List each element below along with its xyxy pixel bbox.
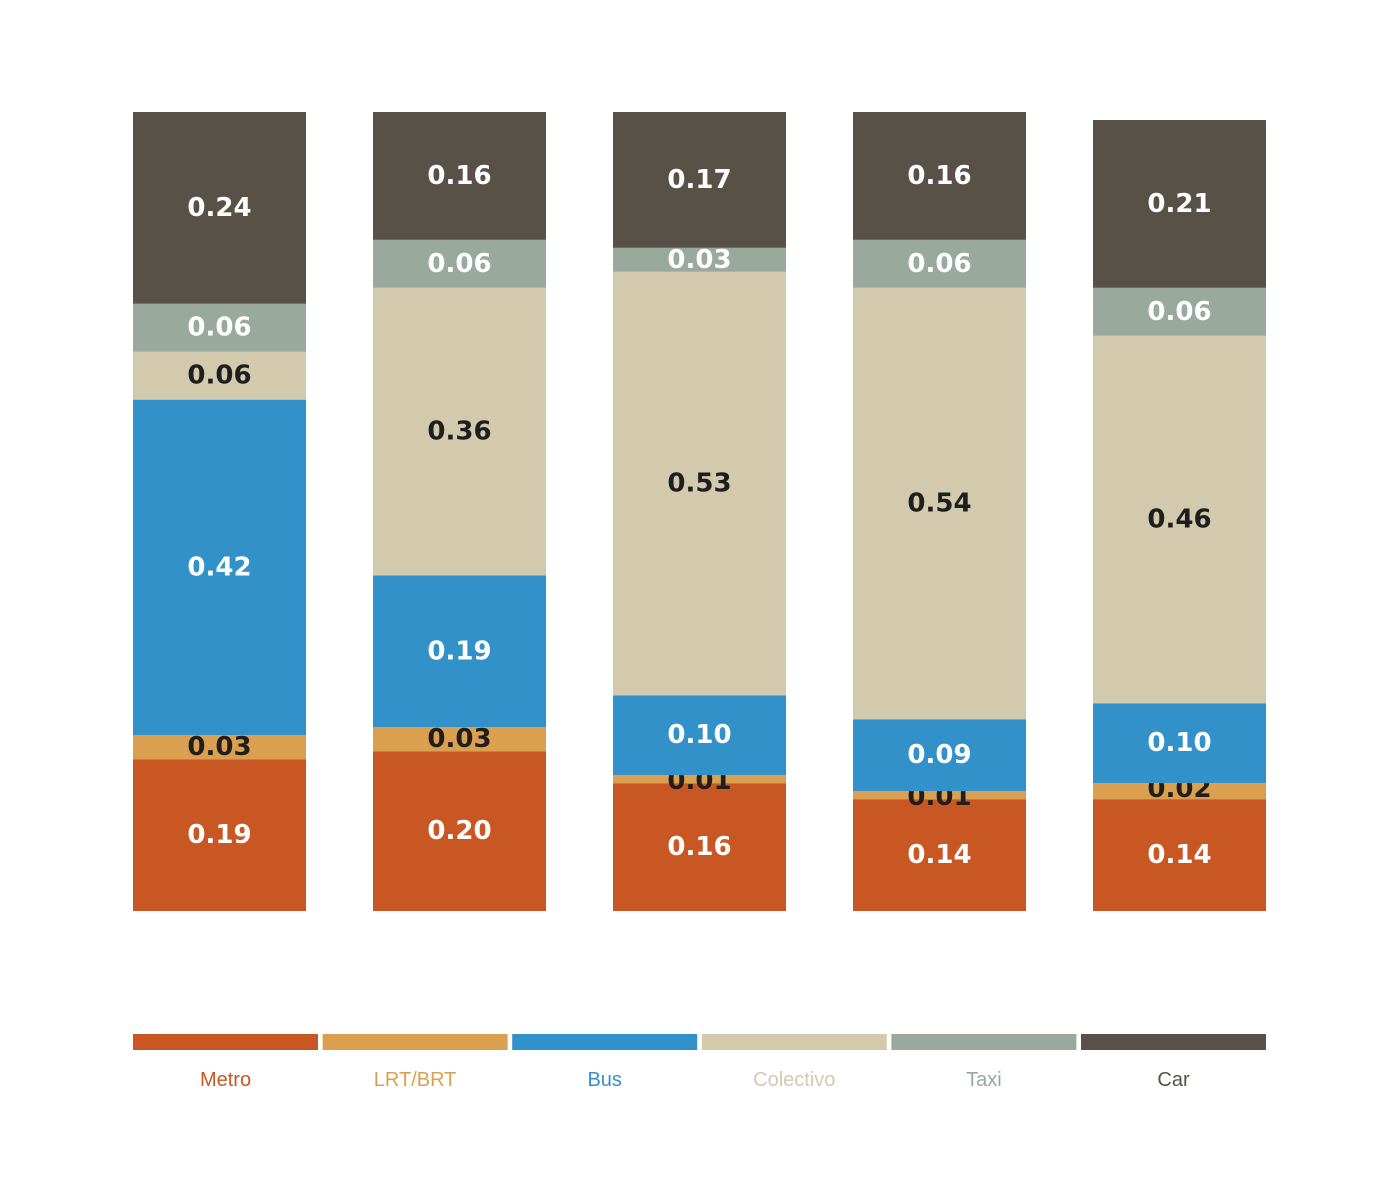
data-label: 0.16 bbox=[427, 161, 491, 191]
bar-stack-3: 0.160.010.100.530.030.17 bbox=[613, 112, 786, 911]
legend-label: Bus bbox=[587, 1069, 621, 1091]
bar-segment-metro bbox=[613, 783, 786, 911]
bar-segment-colectivo bbox=[613, 271, 786, 696]
bar-segment-taxi bbox=[373, 239, 546, 288]
data-label: 0.20 bbox=[427, 816, 491, 846]
legend-item-bus: Bus bbox=[512, 1034, 698, 1091]
legend-swatch bbox=[322, 1034, 508, 1050]
legend-item-taxi: Taxi bbox=[891, 1034, 1077, 1091]
bar-segment-bus bbox=[1093, 703, 1266, 784]
data-label: 0.09 bbox=[907, 740, 971, 770]
bar-segment-car bbox=[1093, 119, 1266, 288]
bar-segment-car bbox=[133, 112, 306, 304]
bar-segment-metro bbox=[1093, 799, 1266, 911]
data-label: 0.21 bbox=[1147, 189, 1211, 219]
bar-segment-bus bbox=[373, 575, 546, 728]
data-label: 0.46 bbox=[1147, 504, 1211, 534]
data-label: 0.03 bbox=[667, 245, 731, 275]
data-label: 0.17 bbox=[667, 165, 731, 195]
legend-label: Taxi bbox=[966, 1069, 1002, 1091]
bar-segment-metro bbox=[853, 799, 1026, 911]
bar-segment-metro bbox=[373, 751, 546, 911]
legend-swatch bbox=[133, 1034, 318, 1050]
bar-segment-lrt-brt bbox=[1093, 783, 1266, 800]
data-label: 0.24 bbox=[187, 193, 251, 223]
legend-swatch bbox=[891, 1034, 1077, 1050]
data-label: 0.03 bbox=[187, 732, 251, 762]
data-label: 0.19 bbox=[187, 820, 251, 850]
legend-label: Car bbox=[1157, 1069, 1190, 1091]
data-label: 0.10 bbox=[1147, 728, 1211, 758]
bar-segment-lrt-brt bbox=[853, 791, 1026, 800]
data-label: 0.19 bbox=[427, 636, 491, 666]
bar-segment-taxi bbox=[133, 303, 306, 352]
legend: Metro LRT/BRT Bus Colectivo Taxi Car bbox=[133, 1034, 1266, 1091]
bar-segment-metro bbox=[133, 759, 306, 911]
bar-stack-4: 0.140.010.090.540.060.16 bbox=[853, 112, 1026, 911]
bar-segment-colectivo bbox=[133, 351, 306, 400]
bar-segment-taxi bbox=[613, 247, 786, 272]
bar-segment-taxi bbox=[853, 239, 1026, 288]
legend-item-metro: Metro bbox=[133, 1034, 318, 1091]
bar-stack-2: 0.20 0.03 0.19 0.36 0.06 0.16 bbox=[373, 112, 546, 911]
bar-segment-car bbox=[853, 112, 1026, 240]
data-label: 0.03 bbox=[427, 724, 491, 754]
data-label: 0.54 bbox=[907, 489, 971, 519]
legend-item-lrt-brt: LRT/BRT bbox=[322, 1034, 508, 1091]
data-label: 0.06 bbox=[907, 249, 971, 279]
bar-segment-lrt-brt bbox=[613, 775, 786, 784]
data-label: 0.16 bbox=[667, 832, 731, 862]
legend-label: LRT/BRT bbox=[374, 1069, 457, 1091]
bar-segment-colectivo bbox=[853, 287, 1026, 720]
data-label: 0.16 bbox=[907, 161, 971, 191]
data-label: 0.06 bbox=[1147, 297, 1211, 327]
legend-swatch bbox=[701, 1034, 887, 1050]
legend-swatch bbox=[512, 1034, 698, 1050]
data-label: 0.06 bbox=[187, 361, 251, 391]
data-label: 0.06 bbox=[187, 313, 251, 343]
legend-label: Metro bbox=[200, 1069, 251, 1091]
bar-segment-car bbox=[613, 112, 786, 248]
bar-segment-colectivo bbox=[373, 287, 546, 576]
legend-label: Colectivo bbox=[753, 1069, 835, 1091]
bar-segment-car bbox=[373, 112, 546, 240]
data-label: 0.36 bbox=[427, 417, 491, 447]
data-label: 0.14 bbox=[1147, 840, 1211, 870]
bar-segment-lrt-brt bbox=[373, 727, 546, 752]
bar-stack-5: 0.140.020.100.460.060.21 bbox=[1093, 119, 1266, 911]
bar-segment-lrt-brt bbox=[133, 735, 306, 760]
legend-item-car: Car bbox=[1081, 1034, 1266, 1091]
bars-group: 0.19 0.03 0.42 0.06 0.06 0.24 0.20 0.03 0.19 0.36… bbox=[133, 112, 1266, 911]
legend-item-colectivo: Colectivo bbox=[701, 1034, 887, 1091]
data-label: 0.14 bbox=[907, 840, 971, 870]
data-label: 0.53 bbox=[667, 469, 731, 499]
bar-segment-bus bbox=[133, 399, 306, 736]
legend-swatch bbox=[1081, 1034, 1266, 1050]
bar-segment-bus bbox=[613, 695, 786, 776]
bar-stack-1: 0.19 0.03 0.42 0.06 0.06 0.24 bbox=[133, 112, 306, 911]
data-label: 0.10 bbox=[667, 720, 731, 750]
bar-segment-colectivo bbox=[1093, 335, 1266, 704]
bar-segment-taxi bbox=[1093, 287, 1266, 336]
bar-segment-bus bbox=[853, 719, 1026, 792]
data-label: 0.06 bbox=[427, 249, 491, 279]
data-label: 0.42 bbox=[187, 552, 251, 582]
